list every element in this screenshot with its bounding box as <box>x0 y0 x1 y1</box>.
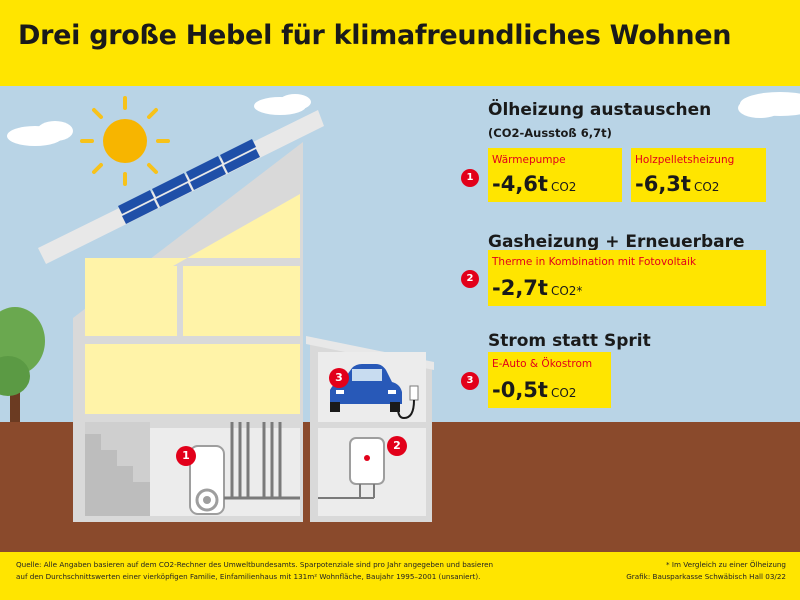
window <box>85 266 177 336</box>
boiler-icon <box>318 437 385 499</box>
section1-badge: 1 <box>461 169 479 187</box>
tree-icon <box>0 307 45 422</box>
option-waermepumpe: Wärmepumpe -4,6t CO2 <box>488 148 622 202</box>
credit: Grafik: Bausparkasse Schwäbisch Hall 03/… <box>626 572 786 581</box>
section1-heading: Ölheizung austauschen <box>488 100 712 120</box>
option-label: Therme in Kombination mit Fotovoltaik <box>492 256 697 268</box>
window <box>183 266 300 336</box>
heat-pump-icon <box>189 445 225 515</box>
window <box>85 344 300 414</box>
option-therme-fotovoltaik: Therme in Kombination mit Fotovoltaik -2… <box>488 250 766 306</box>
badge-boiler: 2 <box>387 436 407 456</box>
solar-panel-icon <box>118 139 260 224</box>
section1-subheading: (CO2-Ausstoß 6,7t) <box>488 126 612 140</box>
footer: Quelle: Alle Angaben basieren auf dem CO… <box>0 552 800 600</box>
cloud-icon <box>738 92 800 118</box>
header-band: Drei große Hebel für klimafreundliches W… <box>0 0 800 86</box>
sun-icon <box>80 96 170 186</box>
source-note: Quelle: Alle Angaben basieren auf dem CO… <box>16 560 494 581</box>
house-illustration <box>0 86 800 552</box>
pipes <box>224 422 300 500</box>
charger-icon <box>397 385 419 420</box>
cloud-icon <box>254 94 311 115</box>
option-value: -4,6t CO2 <box>492 172 577 196</box>
section2-heading: Gasheizung + Erneuerbare <box>488 232 745 252</box>
section3-badge: 3 <box>461 372 479 390</box>
option-value: -6,3t CO2 <box>635 172 720 196</box>
stairs <box>85 434 150 516</box>
option-value: -0,5t CO2 <box>492 378 577 402</box>
badge-heat-pump: 1 <box>176 446 196 466</box>
section2-badge: 2 <box>461 270 479 288</box>
option-label: E-Auto & Ökostrom <box>492 358 593 370</box>
option-value: -2,7t CO2* <box>492 276 583 300</box>
option-label: Holzpelletsheizung <box>635 154 735 166</box>
cloud-icon <box>7 121 73 146</box>
page-title: Drei große Hebel für klimafreundliches W… <box>18 20 732 51</box>
footnote: * Im Vergleich zu einer Ölheizung Grafik… <box>626 560 786 581</box>
section3-heading: Strom statt Sprit <box>488 331 651 351</box>
badge-car: 3 <box>329 368 349 388</box>
option-eauto: E-Auto & Ökostrom -0,5t CO2 <box>488 352 611 408</box>
option-holzpellets: Holzpelletsheizung -6,3t CO2 <box>631 148 766 202</box>
illustration: 1 2 3 <box>0 86 800 552</box>
option-label: Wärmepumpe <box>492 154 566 166</box>
